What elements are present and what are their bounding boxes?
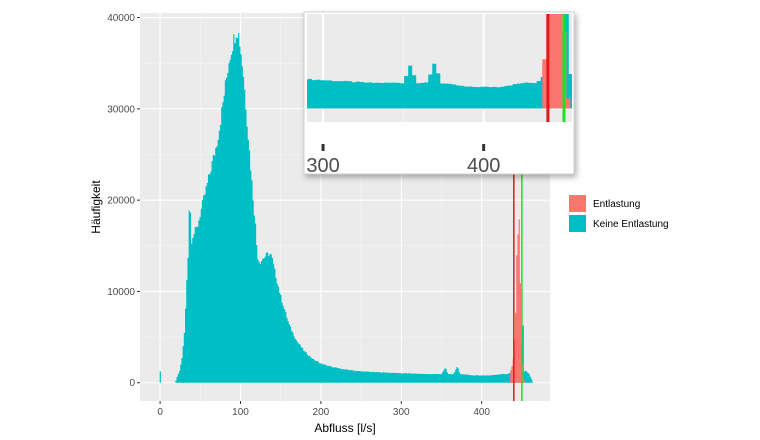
inset-x-tick-label: 400 bbox=[467, 155, 500, 177]
y-tick-label: 40000 bbox=[107, 13, 135, 24]
x-tick-label: 200 bbox=[313, 407, 330, 418]
y-tick-label: 20000 bbox=[107, 196, 135, 207]
legend-label-keine-entlastung: Keine Entlastung bbox=[593, 219, 669, 230]
legend-label-entlastung: Entlastung bbox=[593, 199, 640, 210]
inset-series-keine-entlastung-area bbox=[307, 14, 572, 109]
legend: Entlastung Keine Entlastung bbox=[569, 195, 669, 232]
y-axis: 0 10000 20000 30000 40000 bbox=[107, 13, 140, 389]
zoom-inset: 300 400 bbox=[303, 11, 575, 177]
inset-x-axis: 300 400 bbox=[306, 144, 500, 177]
y-tick-label: 30000 bbox=[107, 104, 135, 115]
y-tick-label: 0 bbox=[129, 378, 135, 389]
x-axis: 0 100 200 300 400 bbox=[157, 401, 490, 418]
x-tick-label: 300 bbox=[393, 407, 410, 418]
x-tick-label: 400 bbox=[473, 407, 490, 418]
series-keine-entlastung-area bbox=[159, 32, 534, 383]
x-tick-label: 100 bbox=[232, 407, 249, 418]
x-tick-label: 0 bbox=[157, 407, 163, 418]
y-axis-title: Häufigkeit bbox=[89, 180, 103, 234]
x-axis-title: Abfluss [l/s] bbox=[314, 421, 375, 435]
legend-key-keine-entlastung bbox=[569, 215, 586, 232]
legend-key-entlastung bbox=[569, 195, 586, 212]
inset-x-tick-label: 300 bbox=[306, 155, 339, 177]
y-tick-label: 10000 bbox=[107, 287, 135, 298]
